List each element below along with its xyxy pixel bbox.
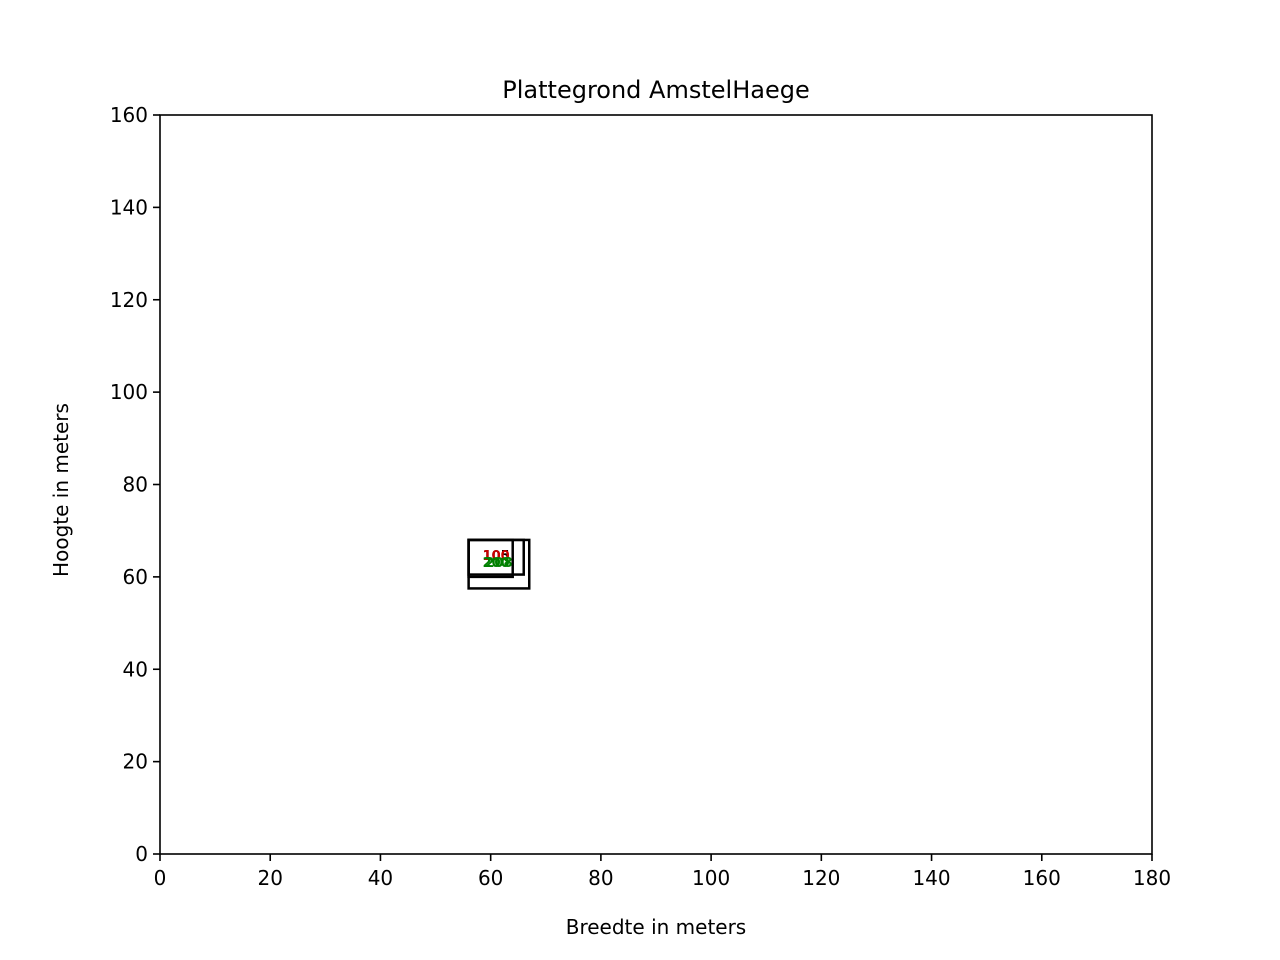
y-tick-label: 20: [123, 750, 148, 774]
x-tick-label: 140: [912, 866, 950, 890]
plot-area-frame: [159, 114, 1153, 855]
building-rectangle: [467, 538, 525, 576]
y-tick-label: 60: [123, 565, 148, 589]
x-tick-label: 160: [1023, 866, 1061, 890]
x-axis-label: Breedte in meters: [566, 915, 746, 939]
y-tick-label: 100: [110, 380, 148, 404]
x-tick-label: 80: [588, 866, 613, 890]
x-tick-label: 100: [692, 866, 730, 890]
y-tick-label: 120: [110, 288, 148, 312]
y-tick-label: 80: [123, 473, 148, 497]
y-tick-label: 160: [110, 103, 148, 127]
x-tick-label: 20: [257, 866, 282, 890]
y-axis-ticks: 0 20 40 60 80 100 120 140 160: [110, 103, 160, 866]
x-tick-label: 40: [368, 866, 393, 890]
y-tick-label: 40: [123, 657, 148, 681]
building-label: 208: [485, 556, 512, 571]
chart-title: Plattegrond AmstelHaege: [502, 76, 809, 104]
y-tick-label: 0: [135, 842, 148, 866]
building-label: 105: [483, 549, 510, 564]
building-rectangles: [467, 538, 531, 590]
x-axis-ticks: 0 20 40 60 80 100 120 140 160 180: [154, 854, 1171, 890]
x-tick-label: 0: [154, 866, 167, 890]
y-tick-label: 140: [110, 195, 148, 219]
y-axis-label: Hoogte in meters: [49, 403, 73, 577]
x-tick-label: 60: [478, 866, 503, 890]
x-tick-label: 180: [1133, 866, 1171, 890]
building-label: 100: [483, 549, 510, 564]
building-label: 200: [483, 556, 510, 571]
x-tick-label: 120: [802, 866, 840, 890]
